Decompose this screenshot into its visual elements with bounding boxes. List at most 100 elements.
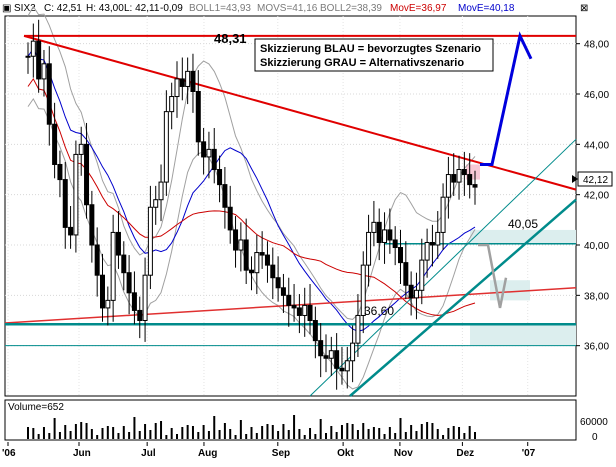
price-bar-body — [445, 174, 451, 198]
annotation-4005: 40,05 — [508, 217, 538, 231]
price-bar-body — [126, 272, 132, 294]
price-bar-body — [89, 204, 95, 246]
price-bar-body — [105, 299, 111, 309]
x-tick-label: '07 — [522, 448, 536, 459]
price-bar-body — [233, 229, 239, 251]
price-bar-body — [249, 269, 254, 274]
annotation-3660: 36,60 — [364, 304, 394, 318]
price-bar-body — [318, 340, 324, 357]
annotation-4831: 48,31 — [214, 31, 247, 46]
price-bar-body — [121, 254, 127, 274]
price-bar-body — [403, 262, 409, 286]
price-bar-body — [195, 90, 201, 143]
price-bar-body — [307, 304, 313, 322]
price-bar-body — [467, 174, 473, 186]
price-bar-body — [339, 367, 345, 372]
price-bar-body — [296, 307, 302, 316]
price-bar-body — [275, 277, 281, 289]
price-bar-body — [84, 143, 90, 206]
price-bar-body — [387, 229, 393, 241]
price-bar-body — [30, 40, 36, 57]
x-axis: '06 Jun Jul Aug Sep Okt Nov Dez '07 — [2, 442, 536, 459]
price-bar-body — [211, 148, 217, 171]
price-bar-body — [264, 254, 270, 266]
y-tick-label: 48,00 — [584, 40, 609, 51]
price-bar-body — [94, 244, 100, 276]
price-bars — [25, 19, 478, 390]
price-bar-body — [323, 355, 329, 359]
price-bar-body — [344, 360, 350, 372]
price-bar-body — [185, 70, 191, 87]
price-bar-body — [408, 284, 414, 299]
price-bar-body — [259, 252, 265, 256]
price-bar-body — [413, 289, 419, 299]
price-bar-body — [302, 304, 308, 316]
scenario-gray-arrow — [478, 243, 508, 309]
price-bar-body — [110, 231, 116, 301]
x-tick-label: Nov — [394, 448, 413, 459]
header-high: H: 43,00 — [86, 3, 124, 14]
price-bar-body — [424, 241, 430, 261]
price-bar-body — [115, 231, 121, 256]
header-boll2: BOLL2=38,39 — [320, 3, 382, 14]
price-bar-body — [179, 78, 185, 87]
scenario-paths — [478, 31, 533, 309]
price-bar-body — [158, 181, 164, 201]
y-tick-label: 44,00 — [584, 140, 609, 151]
indicator-lines — [27, 5, 476, 390]
price-bar-body — [243, 239, 249, 271]
legend-line-blue: Skizzierung BLAU = bevorzugtes Szenario — [260, 43, 481, 55]
header-movs: MOVS=41,16 — [257, 3, 318, 14]
price-bar-body — [201, 141, 207, 158]
price-bar-body — [137, 309, 143, 322]
price-bar-body — [360, 264, 366, 316]
uptrend-line-thick — [349, 198, 577, 397]
price-bar-body — [227, 206, 233, 231]
header-move-red: MovE=36,97 — [390, 3, 447, 14]
price-bar-body — [291, 304, 297, 309]
volume-tick-60000: 60000 — [580, 417, 608, 428]
y-tick-label: 36,00 — [584, 342, 609, 353]
price-bar-body — [456, 169, 462, 183]
price-bar-body — [217, 169, 223, 186]
price-bar-body — [392, 239, 398, 249]
header-move-blue: MovE=40,18 — [458, 3, 515, 14]
x-tick-label: Dez — [456, 448, 474, 459]
volume-label: Volume=652 — [8, 402, 64, 413]
x-tick-label: Okt — [337, 448, 354, 459]
price-bar-body — [355, 314, 361, 344]
price-bar-body — [25, 55, 31, 58]
y-tick-label: 38,00 — [584, 291, 609, 302]
target-zones — [466, 164, 576, 346]
price-bar-body — [238, 239, 244, 251]
price-bar-body — [163, 111, 169, 183]
header-close-icon[interactable]: ⊠ — [580, 3, 588, 14]
x-tick-label: Jun — [73, 448, 91, 459]
price-bar-body — [254, 252, 260, 274]
price-bar-body — [57, 163, 63, 181]
current-price-value: 42,12 — [583, 175, 608, 186]
price-bar-body — [350, 342, 356, 362]
header-symbol: SIX2 — [14, 3, 36, 14]
x-tick-label: Jul — [141, 448, 156, 459]
price-bar-body — [142, 274, 148, 322]
y-tick-label: 42,00 — [584, 191, 609, 202]
price-bar-body — [312, 320, 318, 342]
price-bar-body — [52, 123, 58, 165]
menu-arrow-icon[interactable]: ▣ — [2, 3, 11, 14]
price-bar-body — [100, 274, 105, 309]
price-bar-body — [270, 264, 276, 279]
price-bar-body — [41, 63, 47, 80]
moving-average-red — [27, 77, 476, 317]
legend-line-gray: Skizzierung GRAU = Alternativszenario — [260, 57, 464, 69]
price-bar-body — [131, 292, 137, 311]
price-bar-body — [451, 174, 457, 183]
price-bar-body — [435, 231, 441, 246]
price-bar-body — [334, 350, 340, 369]
price-bar-body — [382, 229, 388, 243]
price-bar-body — [68, 226, 74, 236]
zone-upper — [470, 229, 576, 244]
bollinger-upper — [27, 5, 476, 320]
